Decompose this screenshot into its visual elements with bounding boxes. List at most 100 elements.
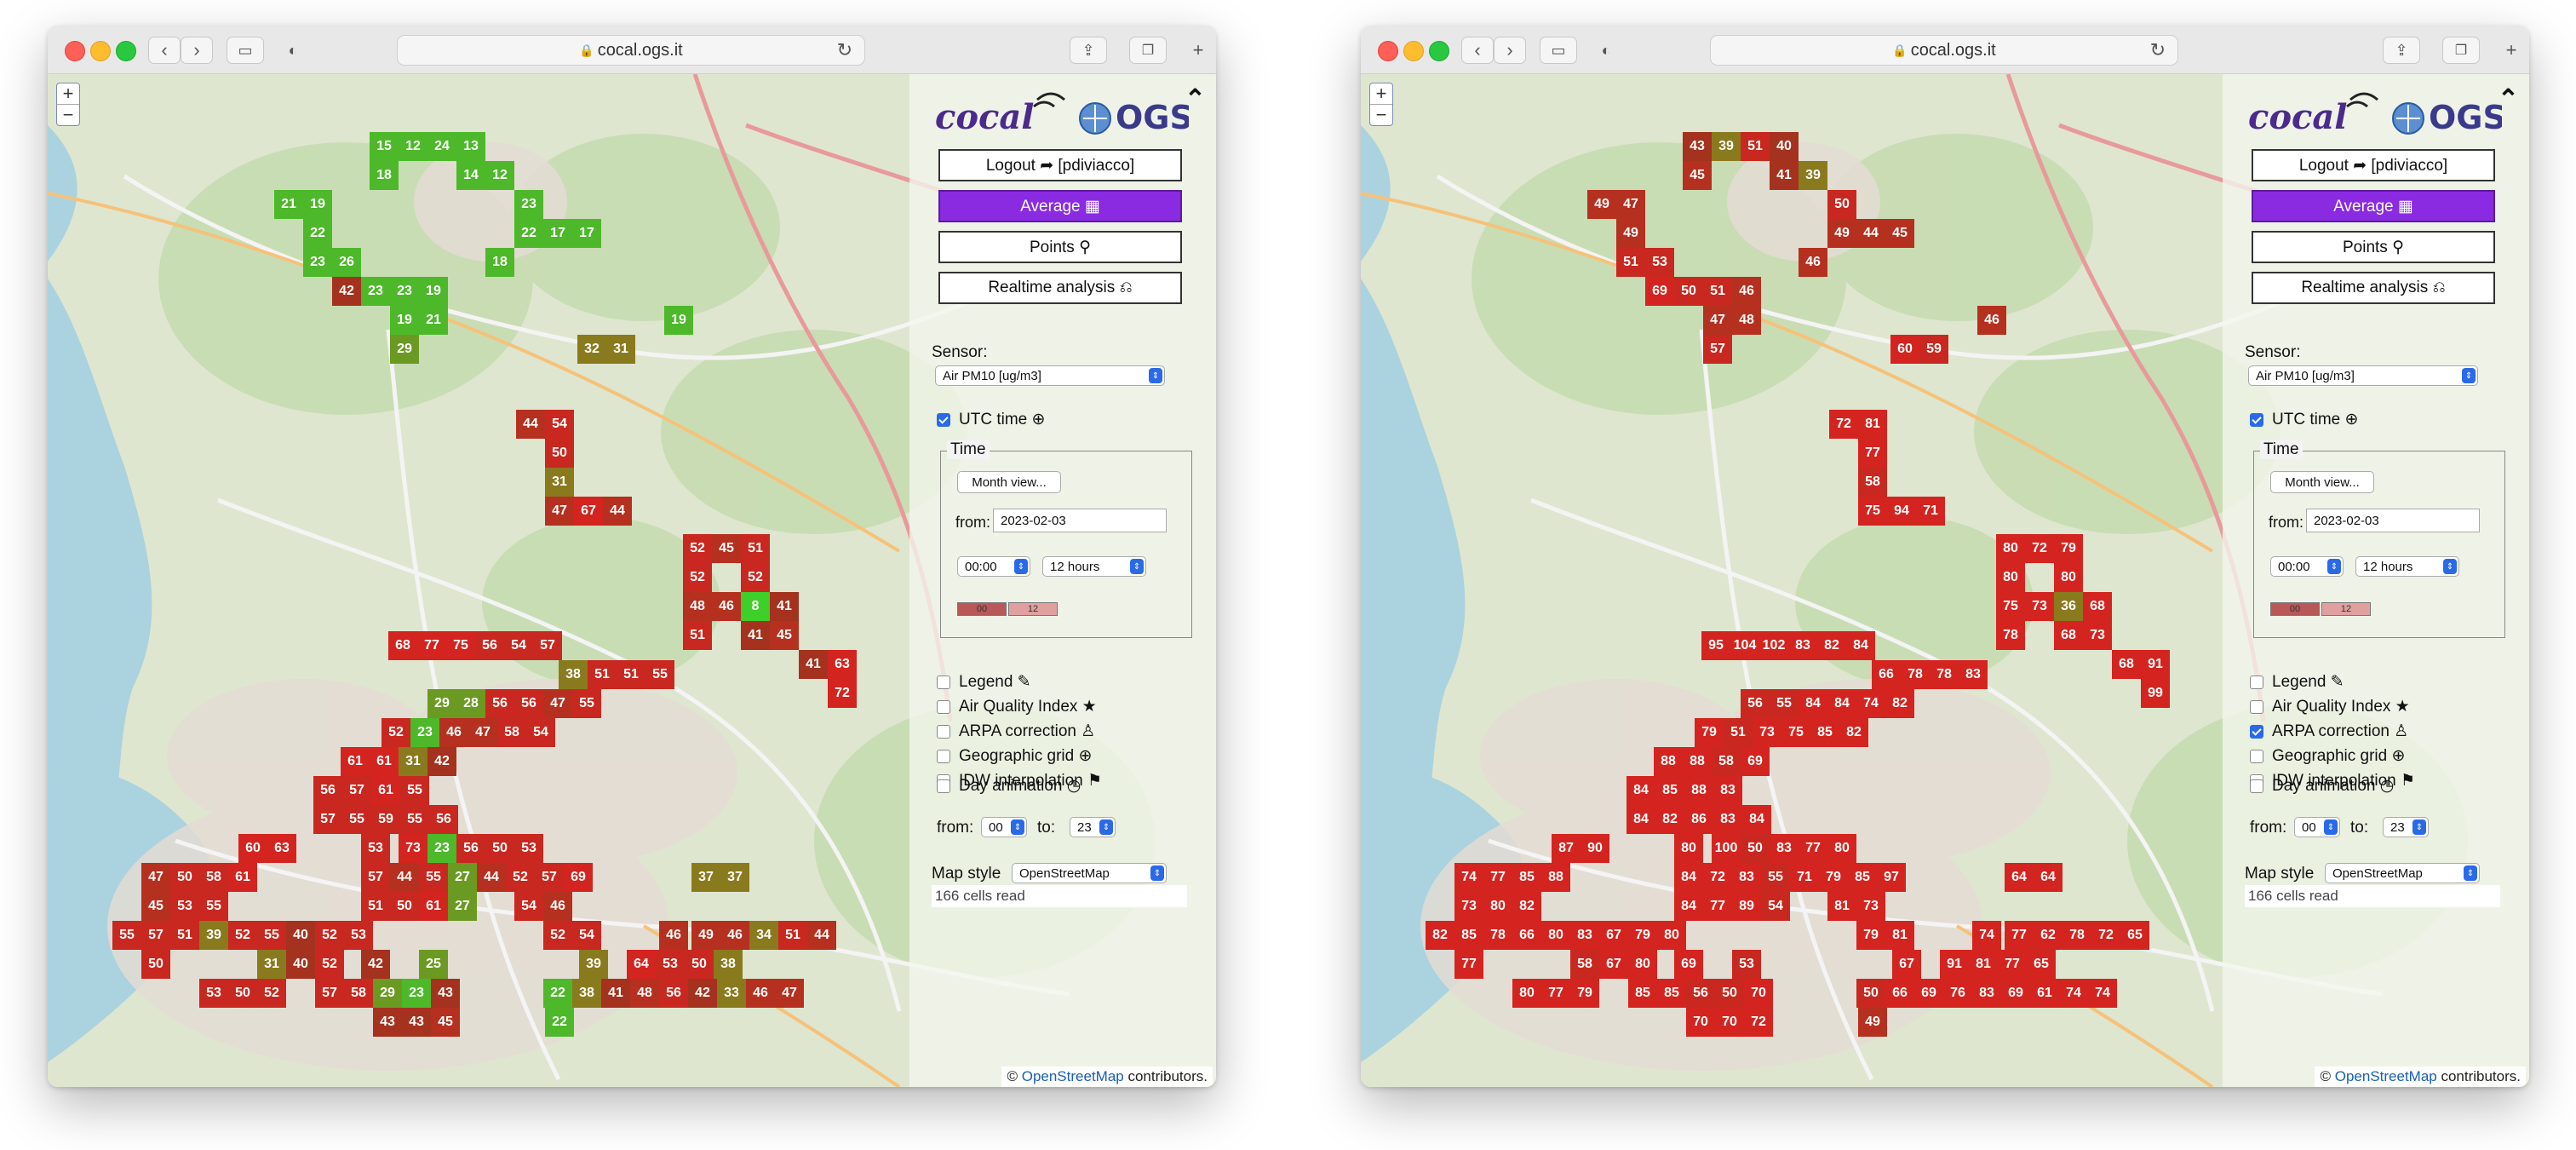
average-cell[interactable]: 50 [1741, 834, 1770, 863]
average-cell[interactable]: 61 [370, 747, 399, 776]
average-cell[interactable]: 90 [1581, 834, 1609, 863]
average-cell[interactable]: 58 [1858, 468, 1887, 497]
average-cell[interactable]: 60 [1890, 335, 1919, 364]
average-cell[interactable]: 66 [1885, 979, 1914, 1008]
minimize-window-button[interactable] [1403, 41, 1424, 61]
reload-icon[interactable]: ↻ [2149, 39, 2166, 60]
average-cell[interactable]: 50 [141, 950, 170, 979]
average-cell[interactable]: 57 [535, 863, 564, 892]
month-view-button[interactable]: Month view... [2270, 471, 2374, 493]
average-cell[interactable]: 27 [448, 863, 477, 892]
average-cell[interactable]: 83 [1972, 979, 2001, 1008]
average-cell[interactable]: 37 [691, 863, 720, 892]
average-cell[interactable]: 48 [1732, 306, 1761, 335]
average-cell[interactable]: 74 [1856, 689, 1885, 718]
average-cell[interactable]: 51 [1741, 132, 1770, 161]
reload-icon[interactable]: ↻ [836, 39, 852, 60]
average-cell[interactable]: 82 [1512, 892, 1541, 921]
average-cell[interactable]: 46 [659, 921, 688, 950]
average-button[interactable]: Average ▦ [938, 190, 1182, 222]
average-cell[interactable]: 28 [456, 689, 485, 718]
average-cell[interactable]: 97 [1877, 863, 1906, 892]
average-cell[interactable]: 51 [1724, 718, 1753, 747]
option-checkbox[interactable] [2250, 725, 2263, 739]
average-cell[interactable]: 84 [1742, 805, 1771, 834]
average-cell[interactable]: 18 [485, 248, 514, 277]
average-cell[interactable]: 12 [485, 161, 514, 190]
average-cell[interactable]: 74 [2088, 979, 2117, 1008]
option-checkbox[interactable] [937, 725, 950, 739]
average-cell[interactable]: 58 [344, 979, 373, 1008]
map-style-select[interactable]: OpenStreetMap ⇕ [2325, 863, 2480, 883]
average-cell[interactable]: 50 [685, 950, 714, 979]
average-cell[interactable]: 67 [1892, 950, 1921, 979]
average-cell[interactable]: 41 [799, 650, 828, 679]
average-cell[interactable]: 80 [1996, 563, 2025, 592]
average-cell[interactable]: 88 [1541, 863, 1570, 892]
average-cell[interactable]: 47 [1616, 190, 1645, 219]
average-cell[interactable]: 56 [659, 979, 688, 1008]
average-cell[interactable]: 47 [1703, 306, 1732, 335]
duration-select[interactable]: 12 hours ⇕ [1042, 556, 1146, 577]
option-checkbox[interactable] [937, 700, 950, 714]
collapse-panel-button[interactable]: ⌃ [1185, 84, 1206, 114]
average-cell[interactable]: 21 [274, 190, 303, 219]
average-cell[interactable]: 46 [746, 979, 775, 1008]
average-cell[interactable]: 89 [1732, 892, 1761, 921]
average-cell[interactable]: 65 [2120, 921, 2149, 950]
average-cell[interactable]: 40 [286, 950, 315, 979]
average-cell[interactable]: 75 [1858, 497, 1887, 526]
average-cell[interactable]: 45 [141, 892, 170, 921]
average-cell[interactable]: 53 [344, 921, 373, 950]
average-cell[interactable]: 46 [712, 592, 741, 621]
average-cell[interactable]: 31 [257, 950, 286, 979]
average-cell[interactable]: 38 [714, 950, 743, 979]
average-cell[interactable]: 82 [1839, 718, 1868, 747]
average-cell[interactable]: 57 [315, 979, 344, 1008]
average-cell[interactable]: 55 [400, 776, 429, 805]
average-cell[interactable]: 49 [691, 921, 720, 950]
average-cell[interactable]: 72 [2025, 534, 2054, 563]
average-cell[interactable]: 73 [399, 834, 427, 863]
from-hour-select[interactable]: 00 ⇕ [2294, 817, 2340, 837]
average-cell[interactable]: 22 [543, 979, 572, 1008]
average-cell[interactable]: 69 [2001, 979, 2030, 1008]
average-cell[interactable]: 8 [741, 592, 770, 621]
average-cell[interactable]: 84 [1674, 863, 1703, 892]
time-slot-12[interactable]: 12 [2321, 602, 2371, 616]
hour-select[interactable]: 00:00 ⇕ [2270, 556, 2344, 577]
average-cell[interactable]: 77 [1799, 834, 1827, 863]
average-cell[interactable]: 82 [1885, 689, 1914, 718]
average-cell[interactable]: 84 [1846, 631, 1875, 660]
average-cell[interactable]: 51 [1616, 248, 1645, 277]
average-cell[interactable]: 55 [257, 921, 286, 950]
average-cell[interactable]: 52 [741, 563, 770, 592]
average-cell[interactable]: 55 [645, 660, 674, 689]
option-checkbox[interactable] [2250, 700, 2263, 714]
average-cell[interactable]: 38 [572, 979, 601, 1008]
average-cell[interactable]: 44 [807, 921, 836, 950]
average-cell[interactable]: 23 [514, 190, 543, 219]
average-cell[interactable]: 77 [1858, 439, 1887, 468]
sensor-select[interactable]: Air PM10 [ug/m3] ⇕ [935, 365, 1165, 386]
average-cell[interactable]: 56 [475, 631, 504, 660]
average-cell[interactable]: 73 [1454, 892, 1483, 921]
average-cell[interactable]: 40 [286, 921, 315, 950]
option-checkbox[interactable] [2250, 676, 2263, 689]
zoom-window-button[interactable] [116, 41, 136, 61]
map-view[interactable]: + − 43 39 51 40 45 41 39 49 47 50 49 49 44 45 51 53 46 69… [1361, 74, 2529, 1087]
average-cell[interactable]: 79 [1856, 921, 1885, 950]
zoom-out-button[interactable]: − [62, 104, 74, 125]
average-cell[interactable]: 42 [427, 747, 456, 776]
zoom-window-button[interactable] [1429, 41, 1449, 61]
average-cell[interactable]: 39 [1799, 161, 1827, 190]
average-cell[interactable]: 67 [574, 497, 603, 526]
map-view[interactable]: + − 15 12 24 13 18 14 12 21 19 23 22 22 17 17 23 26 18 42… [48, 74, 1216, 1087]
average-cell[interactable]: 50 [390, 892, 419, 921]
average-cell[interactable]: 46 [439, 718, 468, 747]
average-cell[interactable]: 50 [1674, 277, 1703, 306]
average-cell[interactable]: 85 [1512, 863, 1541, 892]
average-cell[interactable]: 54 [526, 718, 555, 747]
average-cell[interactable]: 52 [315, 921, 344, 950]
average-cell[interactable]: 83 [1713, 805, 1742, 834]
